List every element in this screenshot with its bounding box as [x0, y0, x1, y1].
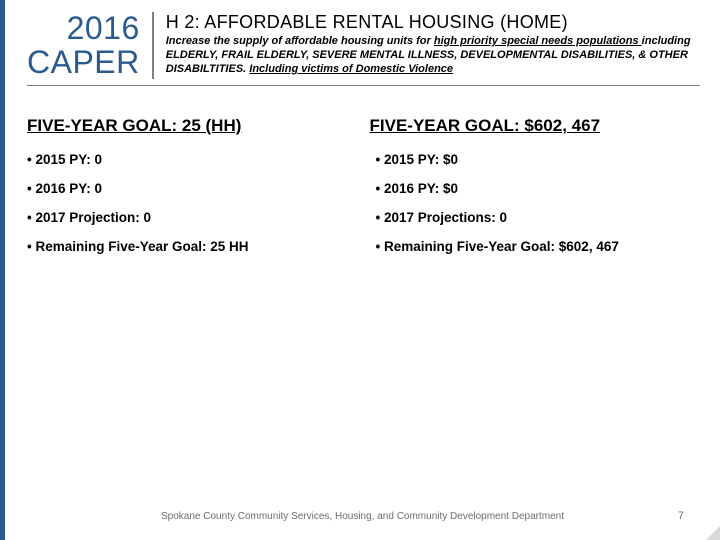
left-column: FIVE-YEAR GOAL: 25 (HH) 2015 PY: 0 2016 …	[27, 116, 352, 268]
caper-year-block: 2016 CAPER	[27, 12, 154, 79]
right-heading: FIVE-YEAR GOAL: $602, 467	[370, 116, 701, 136]
list-item: Remaining Five-Year Goal: $602, 467	[376, 239, 701, 254]
list-item: 2015 PY: 0	[27, 152, 352, 167]
caper-year: 2016	[27, 12, 140, 46]
list-item: Remaining Five-Year Goal: 25 HH	[27, 239, 352, 254]
title-sub-underline1: high priority special needs populations	[434, 35, 642, 47]
title-block: H 2: AFFORDABLE RENTAL HOUSING (HOME) In…	[154, 12, 700, 76]
left-list: 2015 PY: 0 2016 PY: 0 2017 Projection: 0…	[27, 152, 352, 254]
title-sub-underline2: Including victims of Domestic Violence	[249, 63, 453, 75]
list-item: 2016 PY: 0	[27, 181, 352, 196]
title-sub: Increase the supply of affordable housin…	[166, 35, 700, 76]
right-column: FIVE-YEAR GOAL: $602, 467 2015 PY: $0 20…	[376, 116, 701, 268]
content-columns: FIVE-YEAR GOAL: 25 (HH) 2015 PY: 0 2016 …	[27, 116, 700, 268]
footer-text: Spokane County Community Services, Housi…	[5, 511, 720, 522]
title-main: H 2: AFFORDABLE RENTAL HOUSING (HOME)	[166, 12, 700, 33]
list-item: 2017 Projection: 0	[27, 210, 352, 225]
left-heading: FIVE-YEAR GOAL: 25 (HH)	[27, 116, 352, 136]
right-list: 2015 PY: $0 2016 PY: $0 2017 Projections…	[376, 152, 701, 254]
list-item: 2015 PY: $0	[376, 152, 701, 167]
list-item: 2017 Projections: 0	[376, 210, 701, 225]
title-sub-part1: Increase the supply of affordable housin…	[166, 35, 434, 47]
corner-fold-icon	[706, 526, 720, 540]
slide-page: 2016 CAPER H 2: AFFORDABLE RENTAL HOUSIN…	[0, 0, 720, 540]
caper-label: CAPER	[27, 46, 140, 80]
page-number: 7	[678, 510, 684, 522]
header: 2016 CAPER H 2: AFFORDABLE RENTAL HOUSIN…	[27, 12, 700, 86]
list-item: 2016 PY: $0	[376, 181, 701, 196]
